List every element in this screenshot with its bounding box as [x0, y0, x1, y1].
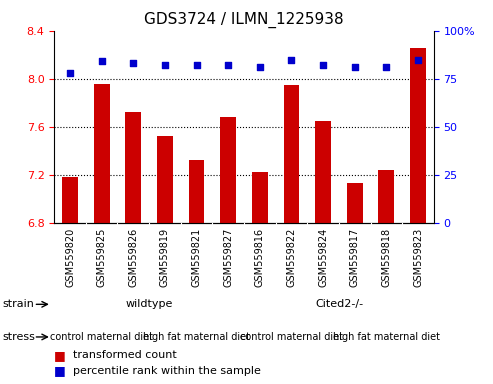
Bar	[220, 117, 236, 223]
Text: percentile rank within the sample: percentile rank within the sample	[73, 366, 261, 376]
Bar	[94, 84, 109, 223]
Point	[319, 62, 327, 68]
Text: transformed count: transformed count	[73, 350, 176, 360]
Bar	[410, 48, 426, 223]
Text: stress: stress	[2, 332, 35, 342]
Point	[66, 70, 74, 76]
Bar	[379, 170, 394, 223]
Point	[129, 60, 137, 66]
Point	[256, 64, 264, 70]
Title: GDS3724 / ILMN_1225938: GDS3724 / ILMN_1225938	[144, 12, 344, 28]
Text: Cited2-/-: Cited2-/-	[315, 299, 363, 310]
Bar	[125, 113, 141, 223]
Point	[98, 58, 106, 65]
Bar	[189, 161, 205, 223]
Text: strain: strain	[2, 299, 35, 310]
Point	[224, 62, 232, 68]
Text: control maternal diet: control maternal diet	[50, 332, 153, 342]
Bar	[347, 183, 363, 223]
Bar	[315, 121, 331, 223]
Bar	[62, 177, 78, 223]
Bar	[252, 172, 268, 223]
Text: control maternal diet: control maternal diet	[240, 332, 343, 342]
Point	[383, 64, 390, 70]
Text: ■: ■	[54, 349, 66, 362]
Point	[351, 64, 359, 70]
Point	[287, 56, 295, 63]
Point	[193, 62, 201, 68]
Bar	[283, 85, 299, 223]
Point	[414, 56, 422, 63]
Text: high fat maternal diet: high fat maternal diet	[333, 332, 440, 342]
Text: high fat maternal diet: high fat maternal diet	[143, 332, 250, 342]
Text: wildtype: wildtype	[125, 299, 173, 310]
Bar	[157, 136, 173, 223]
Text: ■: ■	[54, 364, 66, 377]
Point	[161, 62, 169, 68]
